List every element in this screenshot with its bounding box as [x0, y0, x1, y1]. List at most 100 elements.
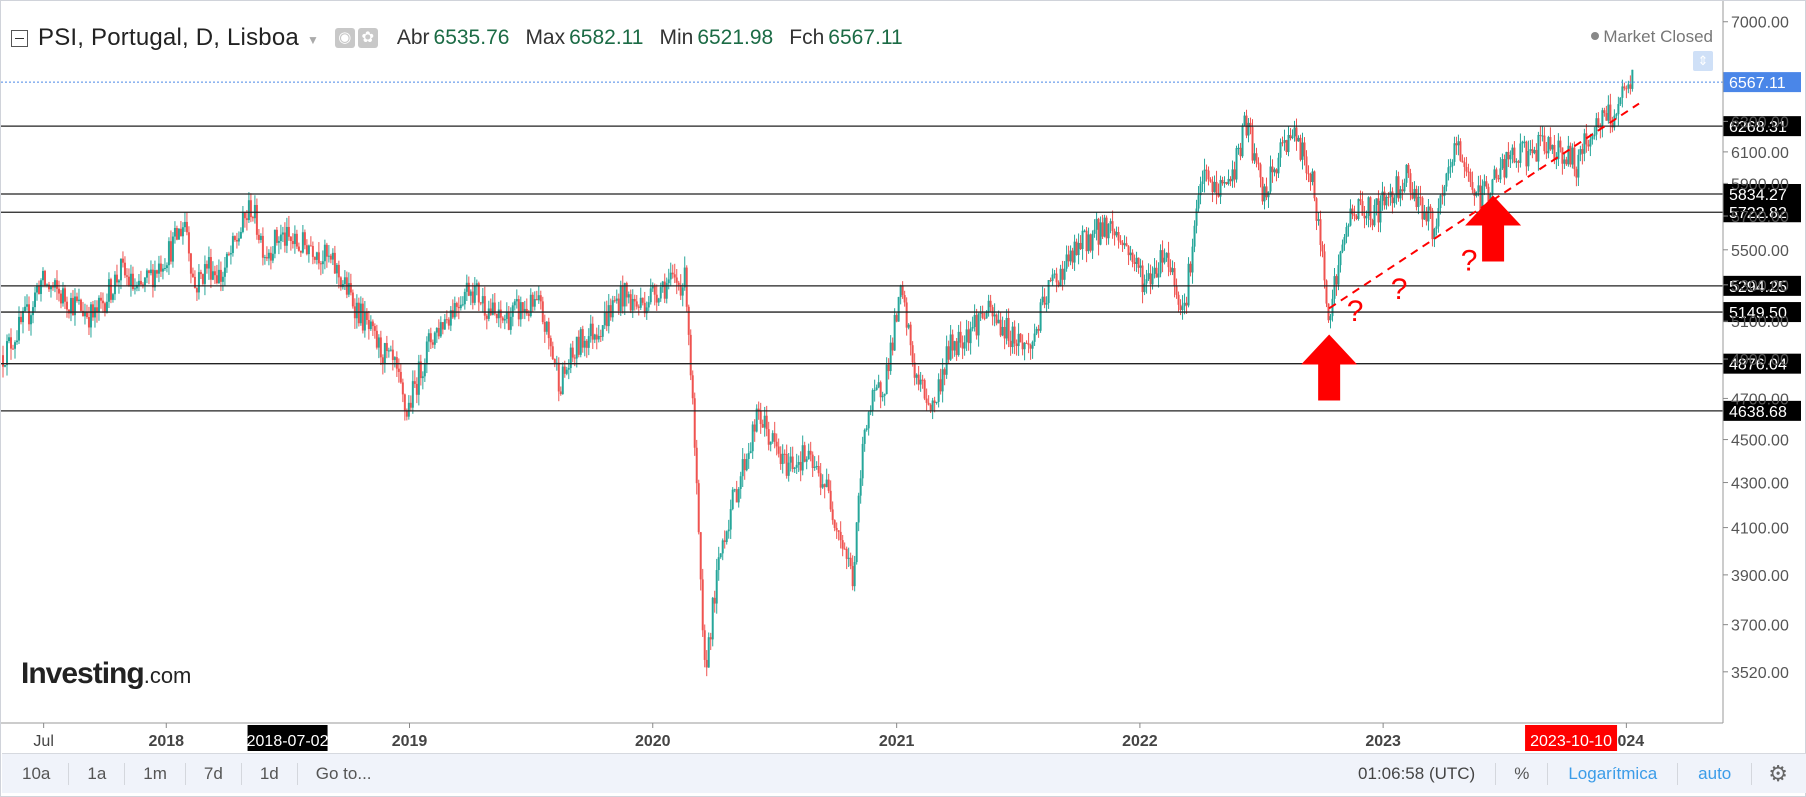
range-button-10a[interactable]: 10a	[2, 762, 70, 785]
candle-body	[1025, 342, 1028, 344]
candle-body	[1059, 268, 1062, 286]
candle-body	[989, 300, 992, 308]
candle-body	[1557, 140, 1560, 159]
range-button-1m[interactable]: 1m	[125, 762, 186, 785]
candle-body	[941, 369, 944, 392]
chevron-down-icon[interactable]: ▼	[306, 33, 319, 47]
candle-body	[403, 394, 406, 412]
candle-body	[1165, 252, 1168, 258]
candle-body	[1511, 147, 1514, 155]
goto-button[interactable]: Go to...	[315, 763, 372, 783]
candle-body	[1601, 110, 1604, 129]
candle-body	[573, 357, 576, 359]
candle-body	[1597, 118, 1600, 127]
candle-body	[627, 294, 630, 298]
candle-body	[431, 342, 434, 345]
candle-body	[1553, 144, 1556, 161]
candle-body	[649, 288, 652, 303]
collapse-icon[interactable]	[11, 29, 28, 47]
candle-body	[299, 250, 302, 253]
candle-body	[1629, 84, 1632, 89]
candle-body	[539, 295, 542, 302]
candle-body	[1157, 273, 1160, 278]
candle-body	[505, 311, 508, 319]
candle-body	[1567, 145, 1570, 165]
candle-body	[459, 304, 462, 309]
candle-body	[199, 272, 202, 275]
red-up-arrow-icon	[1301, 334, 1358, 401]
range-button-7d[interactable]: 7d	[186, 762, 242, 785]
settings-icon[interactable]: ✿	[357, 28, 378, 48]
candle-body	[1507, 151, 1510, 160]
percent-scale-button[interactable]: %	[1496, 763, 1549, 785]
candle-body	[1255, 153, 1258, 163]
candle-body	[1225, 182, 1228, 185]
candle-body	[39, 280, 42, 294]
candle-body	[1101, 222, 1104, 237]
candle-body	[473, 286, 476, 303]
candle-body	[593, 334, 596, 340]
candle-body	[11, 348, 14, 350]
candle-body	[343, 277, 346, 285]
candle-body	[575, 336, 578, 359]
candle-body	[1459, 141, 1462, 161]
candle-body	[1077, 242, 1080, 256]
candle-body	[1535, 149, 1538, 162]
candle-body	[947, 346, 950, 360]
candle-body	[785, 453, 788, 476]
y-tick-label: 7000.00	[1731, 15, 1789, 32]
candle-body	[329, 255, 332, 260]
utc-clock[interactable]: 01:06:58 (UTC)	[1338, 763, 1497, 785]
candle-body	[1003, 326, 1006, 339]
log-scale-button[interactable]: Logarítmica	[1548, 763, 1679, 785]
candle-body	[1009, 340, 1012, 348]
highlight-date-box	[1525, 725, 1618, 751]
gear-icon[interactable]: ⚙	[1768, 761, 1788, 786]
auto-scale-button[interactable]: auto	[1678, 763, 1753, 785]
candle-body	[519, 302, 522, 320]
candle-body	[263, 257, 266, 259]
candle-body	[1191, 246, 1194, 273]
symbol-title[interactable]: PSI, Portugal, D, Lisboa	[38, 24, 299, 51]
candle-body	[1241, 125, 1244, 157]
candle-body	[3, 365, 6, 367]
candle-body	[719, 553, 722, 558]
candle-body	[1307, 173, 1310, 175]
candle-body	[261, 235, 264, 258]
candle-body	[553, 359, 556, 364]
candle-body	[1109, 221, 1112, 224]
candle-body	[73, 296, 76, 316]
candle-body	[289, 236, 292, 242]
candle-body	[535, 298, 538, 301]
candle-body	[1149, 273, 1152, 285]
range-button-1d[interactable]: 1d	[242, 762, 298, 785]
candle-body	[937, 379, 940, 402]
candle-body	[1393, 197, 1396, 204]
candle-body	[669, 272, 672, 280]
candle-body	[475, 283, 478, 287]
range-button-1a[interactable]: 1a	[69, 762, 126, 785]
candle-body	[447, 319, 450, 326]
candle-body	[25, 304, 28, 307]
candle-body	[1251, 127, 1254, 161]
candle-body	[97, 297, 100, 313]
candle-body	[1579, 149, 1582, 155]
candle-body	[277, 240, 280, 243]
candle-body	[863, 429, 866, 444]
candle-body	[219, 269, 222, 282]
candle-body	[379, 337, 382, 358]
candle-body	[1603, 110, 1606, 114]
candle-body	[409, 402, 412, 408]
candle-body	[767, 429, 770, 445]
scroll-to-realtime-icon[interactable]: ⇕	[1693, 51, 1713, 71]
candle-body	[153, 270, 156, 288]
candle-body	[521, 302, 524, 313]
candle-body	[1117, 231, 1120, 241]
y-tick-label: 5900.00	[1731, 176, 1789, 193]
candle-body	[1279, 142, 1282, 158]
candle-body	[1555, 158, 1558, 161]
candle-body	[1183, 302, 1186, 307]
eye-icon[interactable]: ◉	[334, 28, 355, 48]
candle-body	[1499, 168, 1502, 180]
